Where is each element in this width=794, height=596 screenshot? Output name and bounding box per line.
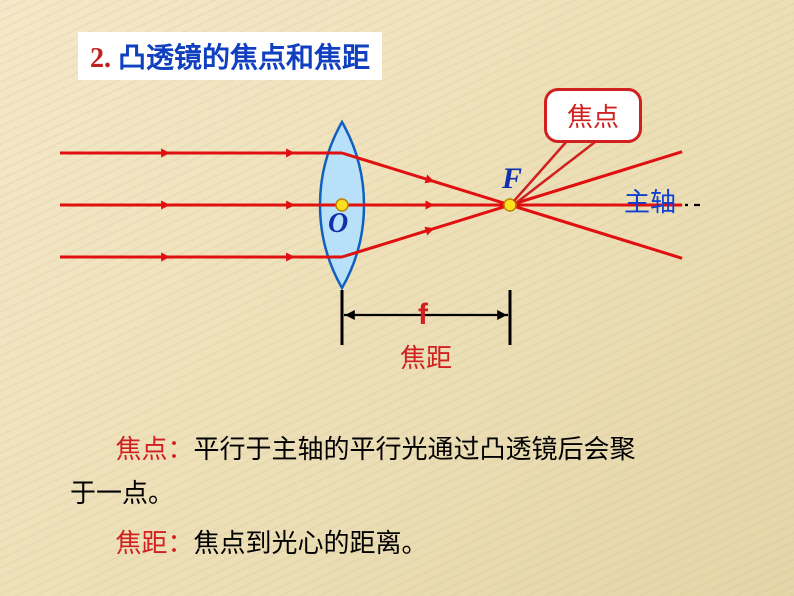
diagram-svg [30, 80, 760, 390]
title-number: 2. [90, 43, 118, 74]
title-text: 凸透镜的焦点和焦距 [118, 43, 370, 74]
focus-def-part1: 平行于主轴的平行光通过凸透镜后会聚 [194, 435, 636, 464]
label-o-center: O [328, 208, 348, 240]
definition-focus: 焦点：平行于主轴的平行光通过凸透镜后会聚 于一点。 [70, 428, 750, 516]
focus-callout-label: 焦点 [567, 103, 619, 132]
label-principal-axis: 主轴 [624, 182, 676, 219]
lens-diagram: 焦点 F O 主轴 f 焦距 [30, 80, 760, 390]
focus-term: 焦点： [116, 435, 194, 464]
focus-def-part2: 于一点。 [70, 479, 174, 508]
label-f-symbol: f [418, 298, 428, 332]
label-focal-length: 焦距 [400, 338, 452, 375]
slide-title: 2. 凸透镜的焦点和焦距 [78, 32, 382, 80]
label-f-point: F [502, 162, 522, 196]
focus-callout: 焦点 [544, 88, 642, 143]
definition-focal-length: 焦距：焦点到光心的距离。 [70, 522, 750, 566]
focal-length-term: 焦距： [116, 529, 194, 558]
focal-length-def: 焦点到光心的距离。 [194, 529, 428, 558]
